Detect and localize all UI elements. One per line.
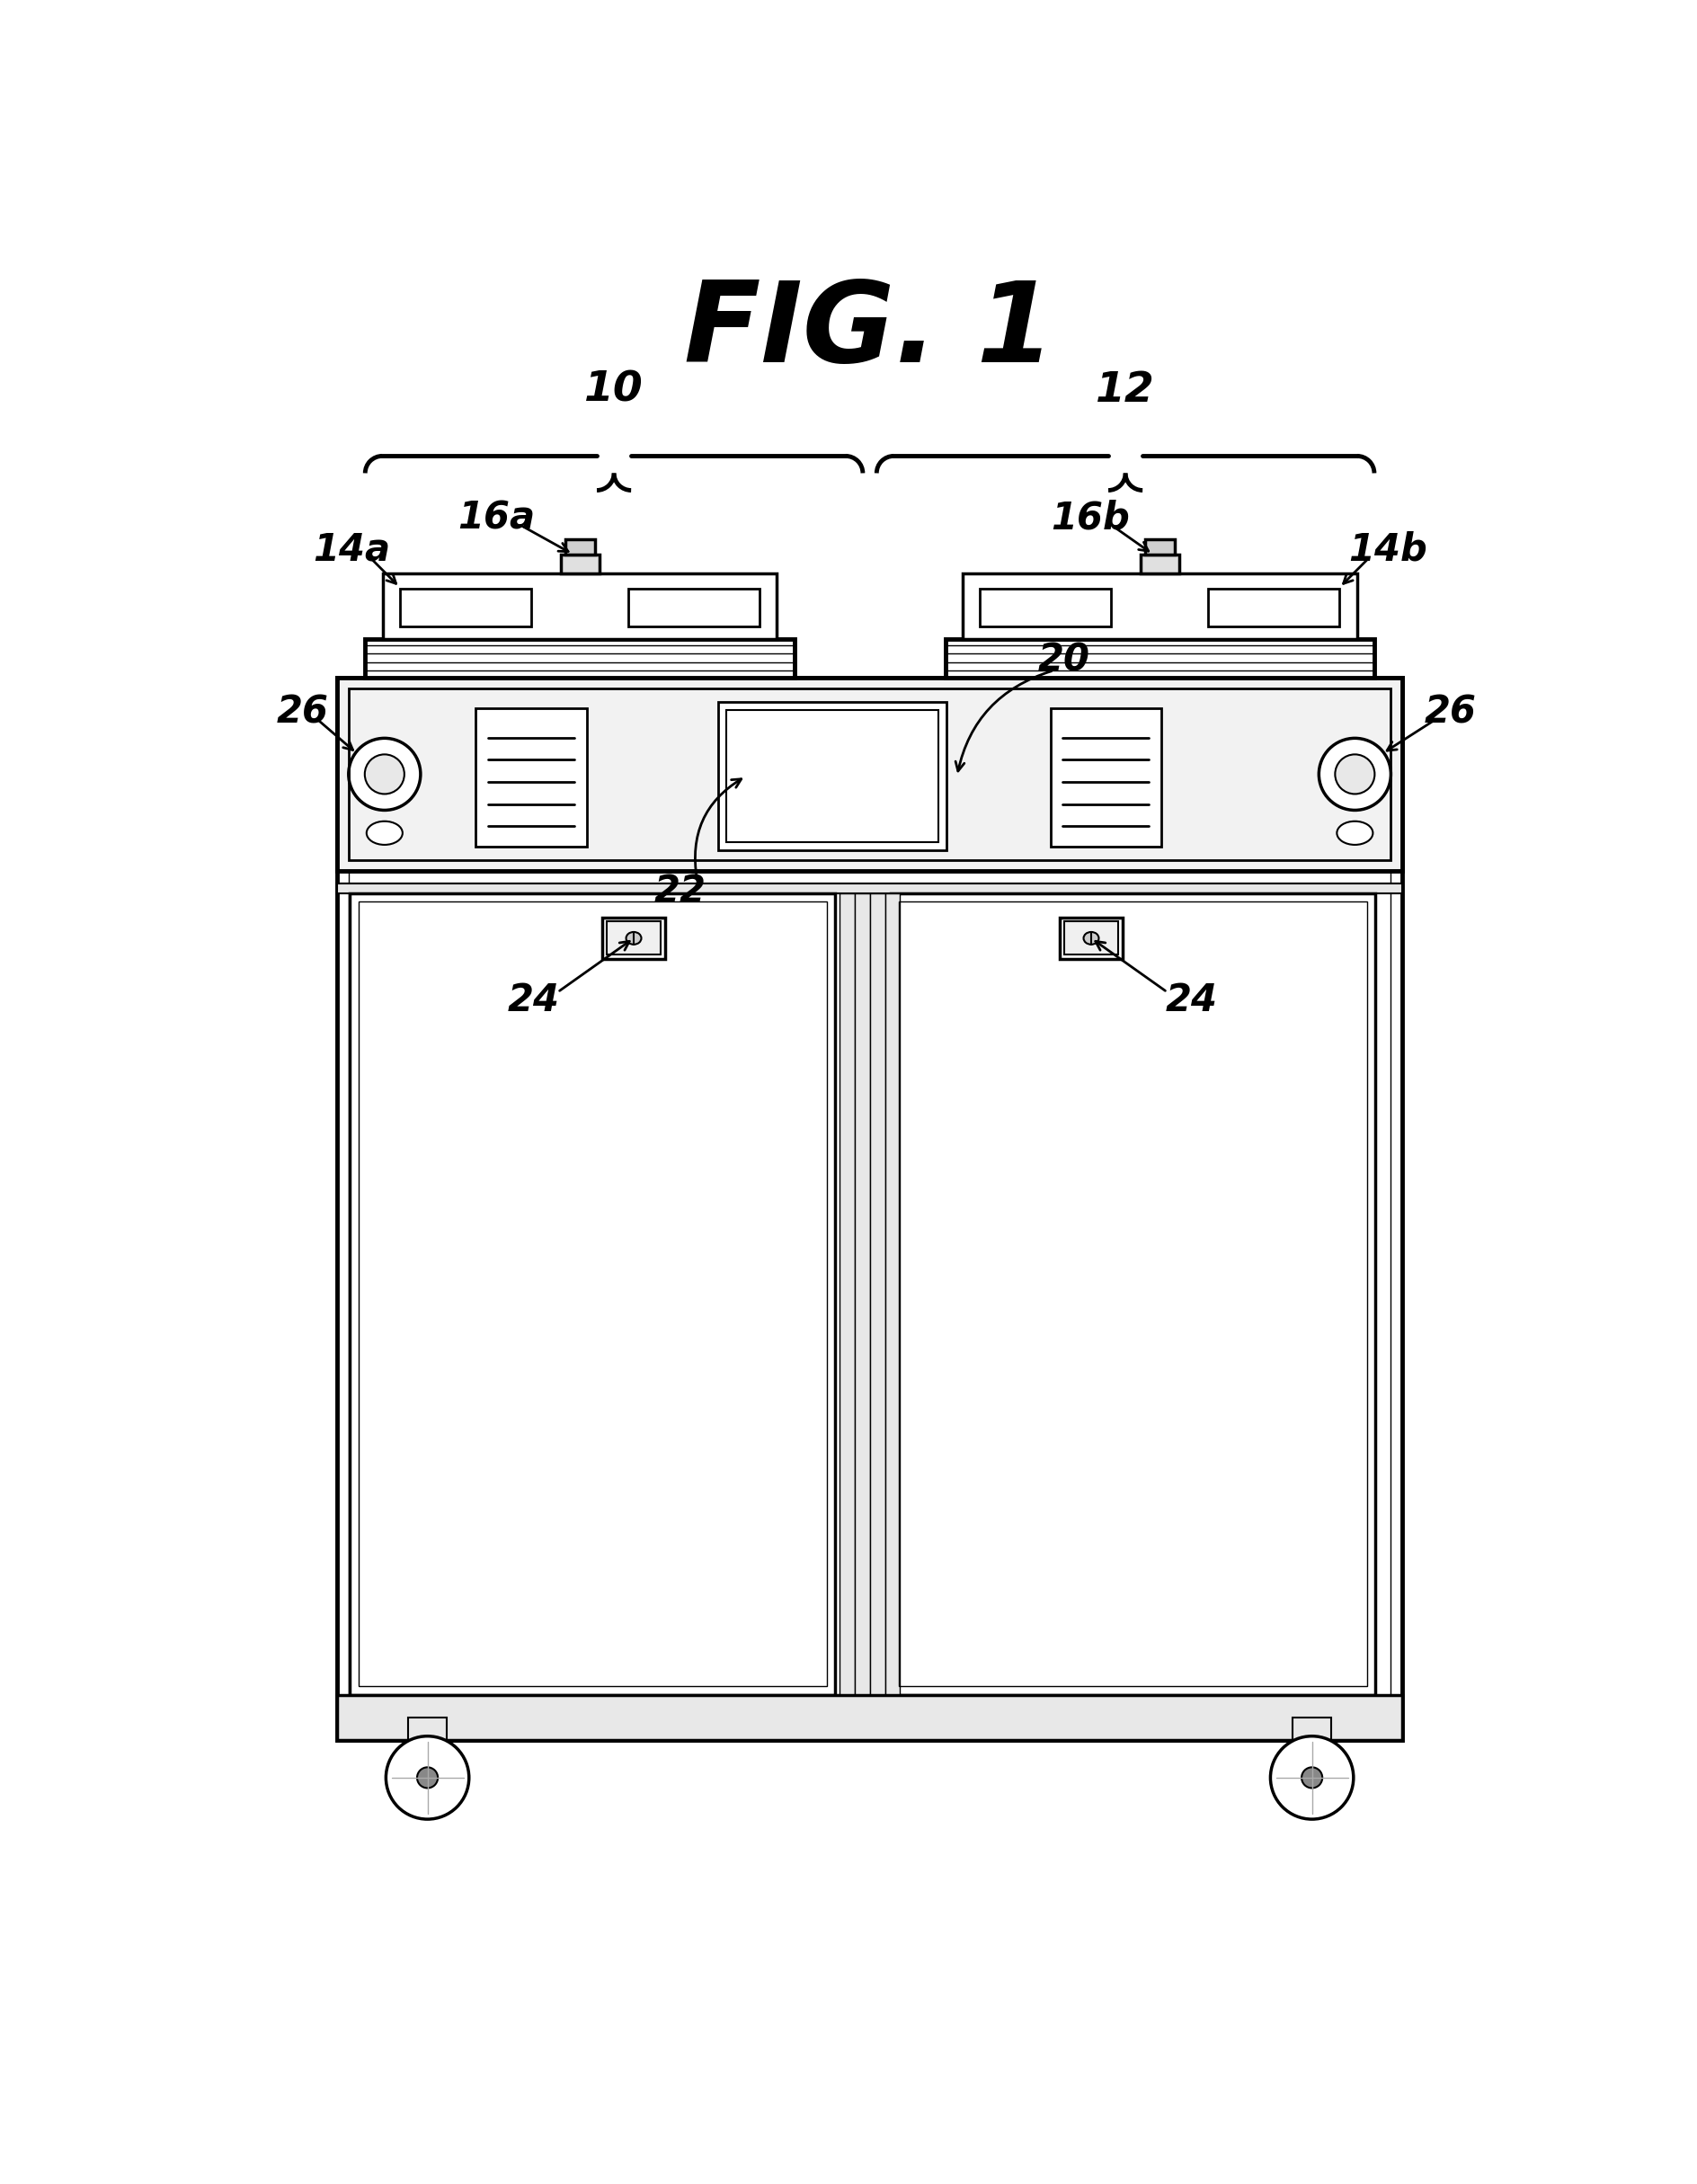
Circle shape	[1271, 1736, 1354, 1819]
Bar	[945, 640, 1375, 677]
Bar	[400, 590, 531, 627]
Bar	[1061, 917, 1122, 959]
Bar	[1293, 1717, 1332, 1745]
Ellipse shape	[1337, 821, 1373, 845]
Bar	[1145, 539, 1174, 555]
Bar	[855, 893, 871, 1695]
Text: FIG. 1: FIG. 1	[684, 277, 1056, 387]
Text: 14b: 14b	[1349, 531, 1427, 568]
Bar	[407, 1717, 446, 1745]
Text: 24: 24	[1166, 981, 1218, 1020]
Ellipse shape	[1084, 933, 1098, 943]
Bar	[602, 917, 665, 959]
Text: 26: 26	[1424, 692, 1476, 732]
Ellipse shape	[626, 933, 641, 943]
Bar	[365, 640, 794, 677]
Text: 16a: 16a	[458, 500, 535, 537]
Bar	[840, 893, 855, 1695]
Bar	[338, 1695, 1402, 1741]
Circle shape	[1302, 1767, 1322, 1789]
Bar	[348, 688, 1392, 1728]
Circle shape	[348, 738, 421, 810]
Circle shape	[1336, 753, 1375, 795]
Bar	[338, 885, 1402, 893]
Bar	[608, 922, 660, 954]
Bar	[338, 677, 1402, 871]
Bar	[348, 688, 1392, 860]
Bar	[726, 710, 938, 843]
Text: 16b: 16b	[1050, 500, 1130, 537]
Text: 22: 22	[653, 874, 706, 911]
Text: 10: 10	[584, 369, 643, 411]
Text: 14a: 14a	[312, 531, 390, 568]
Bar	[382, 574, 777, 640]
Bar	[962, 574, 1358, 640]
Bar	[628, 590, 760, 627]
Bar	[1064, 922, 1118, 954]
Bar	[1208, 590, 1339, 627]
Bar	[350, 893, 835, 1695]
Ellipse shape	[367, 821, 402, 845]
Circle shape	[385, 1736, 468, 1819]
Bar	[979, 590, 1112, 627]
Bar	[899, 902, 1368, 1686]
Bar	[562, 555, 599, 574]
Bar	[869, 893, 884, 1695]
Bar	[718, 701, 947, 850]
Bar	[565, 539, 596, 555]
Bar	[1050, 708, 1161, 847]
Text: 12: 12	[1096, 369, 1154, 411]
Text: 26: 26	[277, 692, 329, 732]
Bar	[884, 893, 899, 1695]
Text: 20: 20	[1039, 642, 1089, 679]
Bar	[475, 708, 587, 847]
Bar	[358, 902, 826, 1686]
Circle shape	[365, 753, 404, 795]
Text: 24: 24	[507, 981, 560, 1020]
Bar	[338, 677, 1402, 1741]
Circle shape	[417, 1767, 438, 1789]
Bar	[1140, 555, 1179, 574]
Bar	[891, 893, 1376, 1695]
Circle shape	[1319, 738, 1392, 810]
